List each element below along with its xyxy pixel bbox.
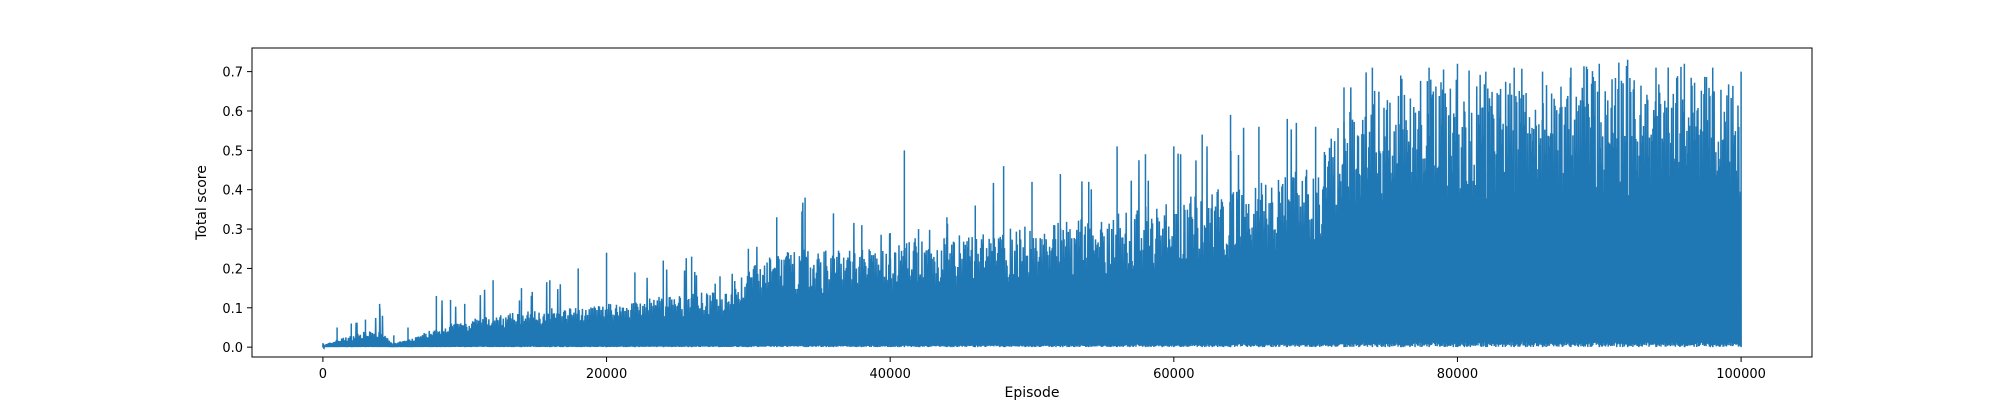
y-axis-label: Total score bbox=[194, 165, 210, 241]
y-tick-label: 0.0 bbox=[222, 341, 243, 356]
series-layer bbox=[322, 59, 1742, 351]
y-tick-label: 0.2 bbox=[222, 262, 243, 277]
plot-area-frame bbox=[251, 47, 1813, 358]
x-tick-label: 60000 bbox=[1153, 367, 1194, 382]
y-axis: 0.0 0.1 0.2 0.3 0.4 0.5 0.6 0.7 bbox=[222, 66, 252, 356]
y-tick-label: 0.7 bbox=[222, 66, 243, 81]
y-tick-label: 0.4 bbox=[222, 184, 243, 199]
x-tick-label: 40000 bbox=[870, 367, 911, 382]
x-tick-label: 100000 bbox=[1716, 367, 1766, 382]
y-tick-label: 0.1 bbox=[222, 302, 243, 317]
y-tick-label: 0.3 bbox=[222, 223, 243, 238]
x-axis: 0 20000 40000 60000 80000 100000 bbox=[319, 357, 1766, 382]
x-tick-label: 20000 bbox=[586, 367, 627, 382]
y-tick-label: 0.5 bbox=[222, 144, 243, 159]
x-tick-label: 80000 bbox=[1437, 367, 1478, 382]
x-axis-label: Episode bbox=[1005, 385, 1060, 400]
x-tick-label: 0 bbox=[319, 367, 327, 382]
y-tick-label: 0.6 bbox=[222, 105, 243, 120]
total-score-series-line bbox=[322, 62, 1742, 351]
